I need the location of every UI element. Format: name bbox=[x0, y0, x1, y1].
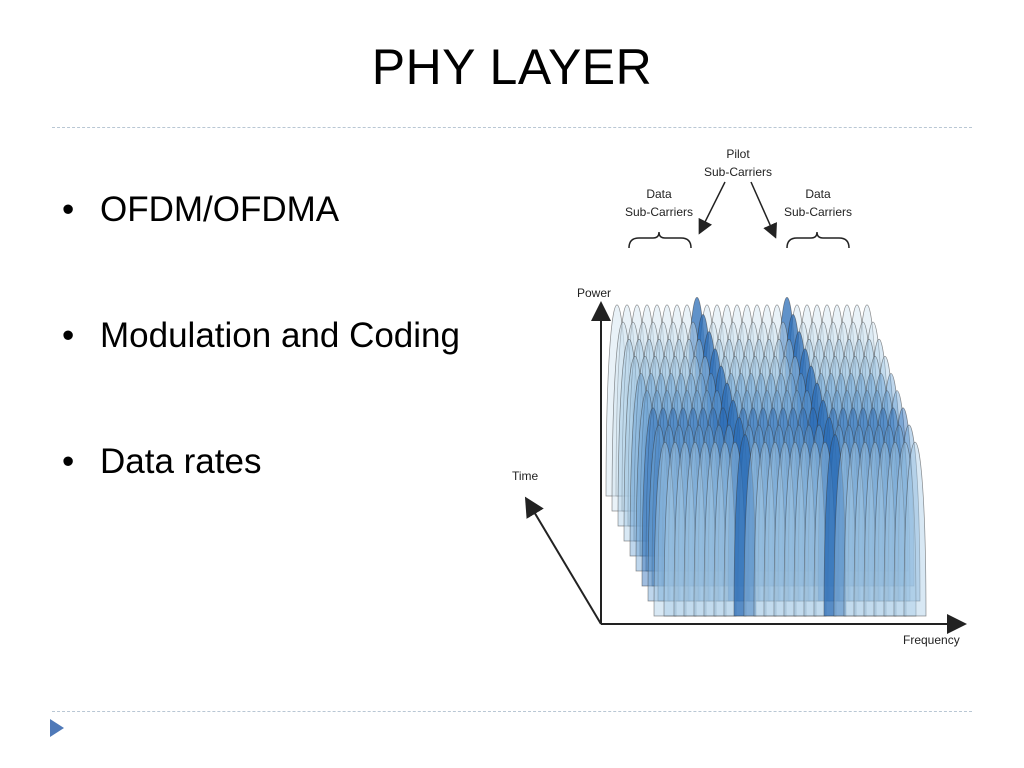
data-left-label-line1: Data bbox=[646, 187, 672, 201]
bullet-text: OFDM/OFDMA bbox=[100, 190, 340, 229]
bullet-item: • OFDM/OFDMA bbox=[62, 190, 460, 316]
pilot-subcarrier bbox=[823, 434, 847, 617]
power-label: Power bbox=[577, 286, 611, 300]
time-axis bbox=[524, 496, 602, 625]
bullet-dot: • bbox=[62, 442, 75, 481]
triangle-right-icon[interactable] bbox=[50, 719, 64, 737]
data-right-brace bbox=[786, 231, 850, 249]
top-divider bbox=[52, 127, 972, 128]
data-right-label-line2: Sub-Carriers bbox=[784, 205, 852, 219]
bullet-item: • Modulation and Coding bbox=[62, 316, 460, 442]
subcarrier-layer bbox=[653, 434, 927, 617]
slide-title: PHY LAYER bbox=[371, 39, 653, 95]
subcarrier-layers bbox=[605, 296, 927, 617]
bullet-dot: • bbox=[62, 316, 75, 355]
pilot-label-line1: Pilot bbox=[726, 147, 750, 161]
pilot-arrow-right bbox=[750, 181, 777, 239]
time-label: Time bbox=[512, 469, 539, 483]
bullet-list: • OFDM/OFDMA • Modulation and Coding • D… bbox=[62, 190, 460, 568]
bullet-text: Data rates bbox=[100, 442, 262, 481]
bullet-text: Modulation and Coding bbox=[100, 316, 460, 355]
data-subcarrier bbox=[903, 442, 927, 617]
data-right-label-line1: Data bbox=[805, 187, 831, 201]
bullet-item: • Data rates bbox=[62, 442, 460, 568]
data-left-label-line2: Sub-Carriers bbox=[625, 205, 693, 219]
pilot-subcarrier bbox=[733, 434, 757, 617]
frequency-label: Frequency bbox=[903, 633, 960, 647]
bullet-dot: • bbox=[62, 190, 75, 229]
pilot-arrow-left bbox=[698, 181, 726, 235]
ofdm-diagram: Power Time Frequency Pilot Sub-Carriers … bbox=[512, 147, 967, 647]
pilot-label-line2: Sub-Carriers bbox=[704, 165, 772, 179]
bottom-divider bbox=[52, 711, 972, 712]
data-left-brace bbox=[628, 231, 692, 249]
data-subcarrier bbox=[897, 425, 921, 602]
